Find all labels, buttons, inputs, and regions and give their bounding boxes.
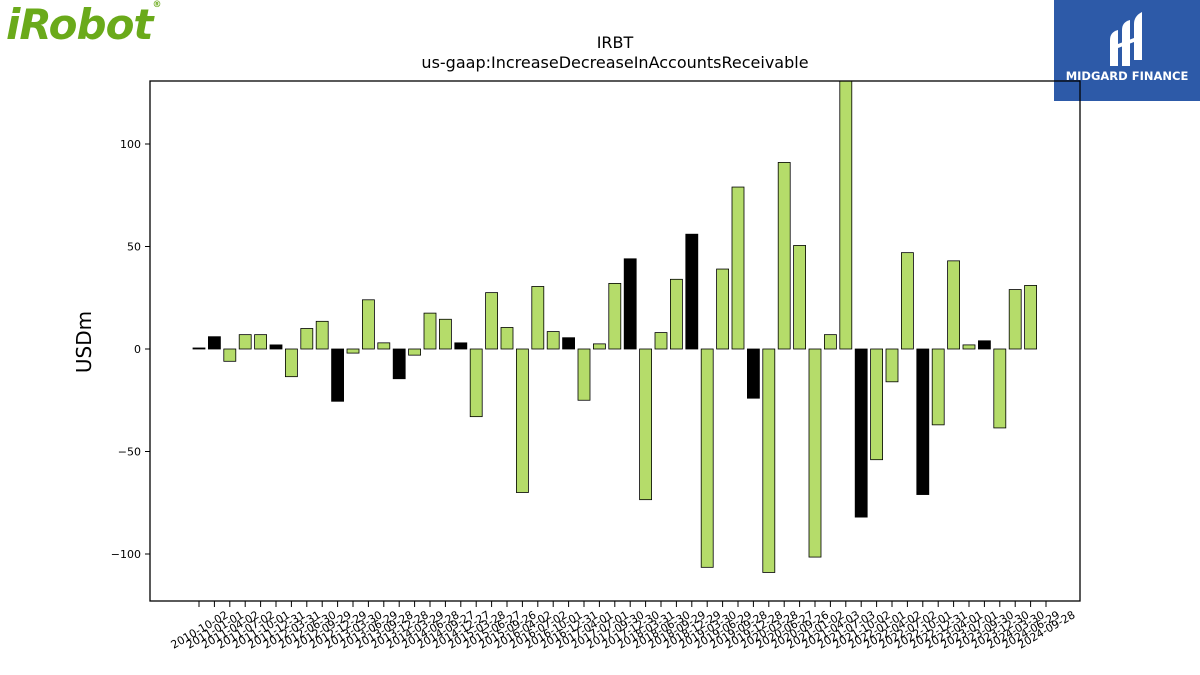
bar-2011-07-02 xyxy=(238,334,252,350)
y-tick-label: −100 xyxy=(111,548,141,561)
bar-2013-12-28 xyxy=(392,348,406,380)
bar-2017-07-01 xyxy=(608,282,622,350)
bar-2017-12-30 xyxy=(639,348,652,501)
bar-2022-01-01 xyxy=(885,348,899,383)
bar-2015-09-26 xyxy=(500,327,514,350)
bar-2023-07-01 xyxy=(978,340,991,350)
chart-subtitle: us-gaap:IncreaseDecreaseInAccountsReceiv… xyxy=(421,53,808,72)
bar-2012-09-29 xyxy=(315,320,329,350)
registered-mark: ® xyxy=(152,0,162,10)
bar-2017-09-30 xyxy=(623,258,637,350)
y-ticks-group: −100 −50 0 50 100 xyxy=(111,138,150,561)
bar-2022-10-01 xyxy=(931,348,945,426)
bar-2014-06-28 xyxy=(423,312,437,350)
y-tick-label: −50 xyxy=(118,446,141,459)
bar-2015-06-27 xyxy=(485,292,499,350)
y-tick-label: 0 xyxy=(134,343,141,356)
bar-2016-07-02 xyxy=(546,331,560,350)
irobot-logo-text: iRobot xyxy=(6,0,153,49)
bar-2015-03-28 xyxy=(469,348,483,418)
bar-2016-04-02 xyxy=(531,286,545,350)
bar-2010-10-02 xyxy=(192,347,206,350)
bar-2022-04-02 xyxy=(901,252,914,350)
bar-2013-06-29 xyxy=(361,299,375,350)
y-tick-label: 100 xyxy=(120,138,141,151)
bar-2022-12-31 xyxy=(947,260,960,350)
bar-2020-03-28 xyxy=(777,162,791,350)
bar-2012-03-31 xyxy=(284,348,298,378)
bar-2018-06-30 xyxy=(670,278,683,350)
y-tick-label: 50 xyxy=(127,241,141,254)
bar-2013-09-28 xyxy=(377,342,391,350)
bar-2024-03-30 xyxy=(1024,285,1037,350)
bar-2020-09-26 xyxy=(808,348,822,558)
bar-2011-04-02 xyxy=(223,348,237,362)
bar-2021-10-02 xyxy=(870,348,883,461)
bar-2011-01-01 xyxy=(207,336,221,350)
bar-2021-04-03 xyxy=(839,80,853,350)
midgard-mark-icon xyxy=(1110,12,1142,66)
bar-2018-03-31 xyxy=(654,332,668,350)
midgard-logo-text: MIDGARD FINANCE xyxy=(1065,69,1189,83)
bar-2023-09-30 xyxy=(993,348,1007,429)
bar-2013-03-30 xyxy=(346,348,360,354)
bar-2018-12-29 xyxy=(700,348,714,568)
bar-2014-09-27 xyxy=(438,318,452,350)
bar-2019-12-28 xyxy=(762,348,776,573)
bar-2021-01-02 xyxy=(824,334,837,350)
bar-2022-07-02 xyxy=(916,348,930,495)
bar-2023-04-01 xyxy=(962,344,976,350)
bar-2016-01-02 xyxy=(516,348,529,493)
bars-group xyxy=(192,80,1037,573)
bar-2019-03-30 xyxy=(716,268,729,350)
x-ticks-group: 2010-10-022011-01-012011-04-022011-07-02… xyxy=(169,601,1078,652)
bar-2011-10-01 xyxy=(254,334,268,350)
bar-2014-03-29 xyxy=(408,348,422,356)
bar-2012-06-30 xyxy=(300,328,314,350)
bar-2023-12-30 xyxy=(1008,289,1022,350)
plot-frame xyxy=(149,80,1081,602)
bar-2011-12-31 xyxy=(269,344,283,350)
bar-2012-12-29 xyxy=(331,348,345,402)
bar-2018-09-29 xyxy=(685,233,699,350)
bar-2019-06-29 xyxy=(731,186,745,350)
bar-2019-09-28 xyxy=(747,348,760,399)
bar-2021-07-03 xyxy=(854,348,868,518)
bar-2016-12-31 xyxy=(577,348,591,401)
irobot-logo: iRobot® xyxy=(6,0,162,49)
bar-2017-04-01 xyxy=(593,343,606,350)
bar-2014-12-27 xyxy=(454,342,468,350)
bar-2020-06-27 xyxy=(793,245,806,350)
chart-title: IRBT xyxy=(597,33,634,52)
y-axis-label: USDm xyxy=(72,311,96,373)
bar-2016-10-01 xyxy=(562,337,575,350)
midgard-finance-logo: MIDGARD FINANCE xyxy=(1054,0,1200,101)
